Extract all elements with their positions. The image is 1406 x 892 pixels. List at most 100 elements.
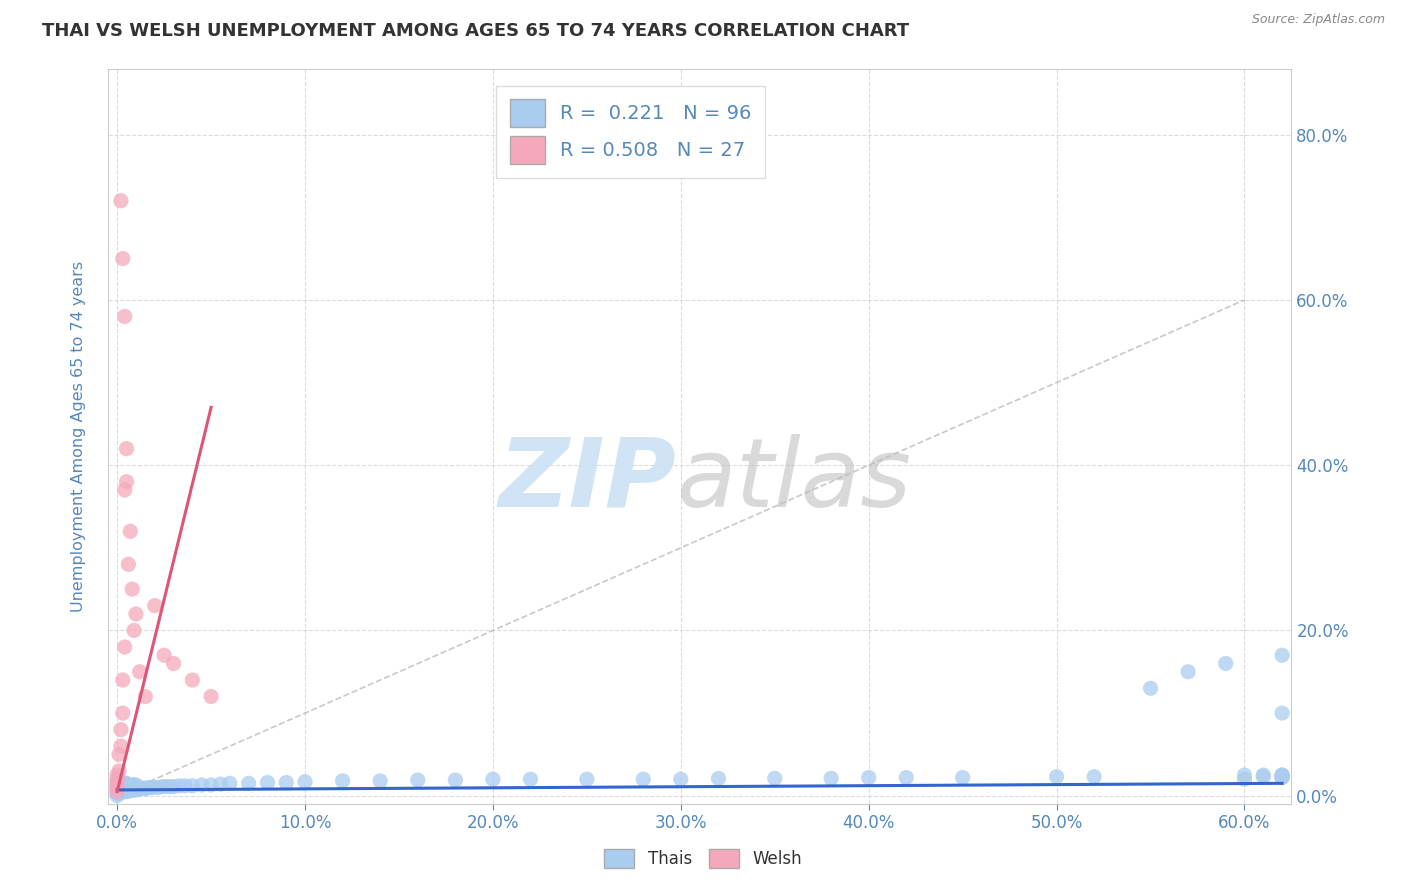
Point bbox=[128, 782, 150, 797]
Point bbox=[138, 780, 160, 795]
Point bbox=[1251, 770, 1274, 784]
Text: THAI VS WELSH UNEMPLOYMENT AMONG AGES 65 TO 74 YEARS CORRELATION CHART: THAI VS WELSH UNEMPLOYMENT AMONG AGES 65… bbox=[42, 22, 910, 40]
Point bbox=[1083, 770, 1105, 784]
Point bbox=[1045, 770, 1067, 784]
Point bbox=[125, 778, 148, 792]
Legend: R =  0.221   N = 96, R = 0.508   N = 27: R = 0.221 N = 96, R = 0.508 N = 27 bbox=[496, 86, 765, 178]
Point bbox=[896, 771, 918, 785]
Point bbox=[200, 778, 222, 792]
Legend: Thais, Welsh: Thais, Welsh bbox=[598, 843, 808, 875]
Point bbox=[200, 690, 222, 704]
Point bbox=[120, 524, 142, 539]
Point bbox=[332, 773, 354, 788]
Text: atlas: atlas bbox=[676, 434, 911, 527]
Point bbox=[105, 779, 128, 793]
Point bbox=[110, 779, 132, 793]
Point bbox=[181, 779, 204, 793]
Point bbox=[139, 780, 162, 795]
Point bbox=[1271, 771, 1294, 785]
Point bbox=[155, 780, 177, 794]
Point bbox=[114, 776, 136, 790]
Point bbox=[209, 777, 232, 791]
Point bbox=[105, 786, 128, 800]
Point bbox=[114, 640, 136, 654]
Point bbox=[136, 781, 159, 796]
Point bbox=[105, 780, 128, 795]
Point bbox=[122, 624, 145, 638]
Point bbox=[134, 690, 156, 704]
Point bbox=[105, 776, 128, 790]
Point bbox=[111, 784, 134, 798]
Point bbox=[143, 780, 166, 795]
Point bbox=[1271, 768, 1294, 782]
Point bbox=[105, 789, 128, 803]
Point bbox=[127, 782, 149, 797]
Point bbox=[669, 772, 692, 787]
Point bbox=[115, 784, 138, 798]
Point bbox=[1271, 771, 1294, 785]
Point bbox=[105, 784, 128, 798]
Point bbox=[110, 739, 132, 753]
Point bbox=[148, 780, 170, 795]
Text: Source: ZipAtlas.com: Source: ZipAtlas.com bbox=[1251, 13, 1385, 27]
Point bbox=[444, 772, 467, 787]
Point bbox=[1271, 648, 1294, 663]
Point bbox=[117, 780, 139, 794]
Y-axis label: Unemployment Among Ages 65 to 74 years: Unemployment Among Ages 65 to 74 years bbox=[72, 260, 86, 612]
Point bbox=[150, 780, 173, 794]
Point bbox=[190, 778, 212, 792]
Point bbox=[763, 772, 786, 786]
Point bbox=[111, 706, 134, 720]
Point bbox=[482, 772, 505, 787]
Point bbox=[114, 780, 136, 795]
Point bbox=[1139, 681, 1161, 696]
Point bbox=[120, 784, 142, 798]
Point bbox=[1271, 769, 1294, 783]
Point bbox=[117, 784, 139, 798]
Point bbox=[121, 783, 143, 797]
Point bbox=[108, 786, 131, 800]
Point bbox=[276, 775, 298, 789]
Point bbox=[110, 194, 132, 208]
Point bbox=[105, 773, 128, 788]
Point bbox=[105, 772, 128, 787]
Point bbox=[1271, 769, 1294, 783]
Point bbox=[110, 775, 132, 789]
Point bbox=[125, 783, 148, 797]
Point bbox=[108, 764, 131, 778]
Point bbox=[105, 768, 128, 782]
Point bbox=[167, 779, 190, 793]
Point bbox=[114, 483, 136, 497]
Text: ZIP: ZIP bbox=[498, 434, 676, 527]
Point bbox=[108, 747, 131, 762]
Point bbox=[1177, 665, 1199, 679]
Point bbox=[115, 442, 138, 456]
Point bbox=[105, 784, 128, 798]
Point bbox=[1271, 770, 1294, 784]
Point bbox=[128, 665, 150, 679]
Point bbox=[115, 780, 138, 795]
Point bbox=[159, 780, 181, 794]
Point bbox=[173, 779, 195, 793]
Point bbox=[131, 781, 153, 796]
Point bbox=[219, 776, 242, 790]
Point bbox=[110, 782, 132, 797]
Point bbox=[162, 780, 184, 794]
Point bbox=[122, 783, 145, 797]
Point bbox=[294, 774, 316, 789]
Point bbox=[143, 599, 166, 613]
Point bbox=[1251, 768, 1274, 782]
Point bbox=[120, 779, 142, 793]
Point bbox=[181, 673, 204, 687]
Point bbox=[1271, 706, 1294, 720]
Point bbox=[114, 784, 136, 798]
Point bbox=[368, 773, 391, 788]
Point bbox=[1233, 772, 1256, 787]
Point bbox=[121, 582, 143, 596]
Point bbox=[858, 771, 880, 785]
Point bbox=[121, 778, 143, 792]
Point bbox=[406, 772, 429, 787]
Point bbox=[238, 776, 260, 790]
Point bbox=[134, 781, 156, 796]
Point bbox=[820, 772, 842, 786]
